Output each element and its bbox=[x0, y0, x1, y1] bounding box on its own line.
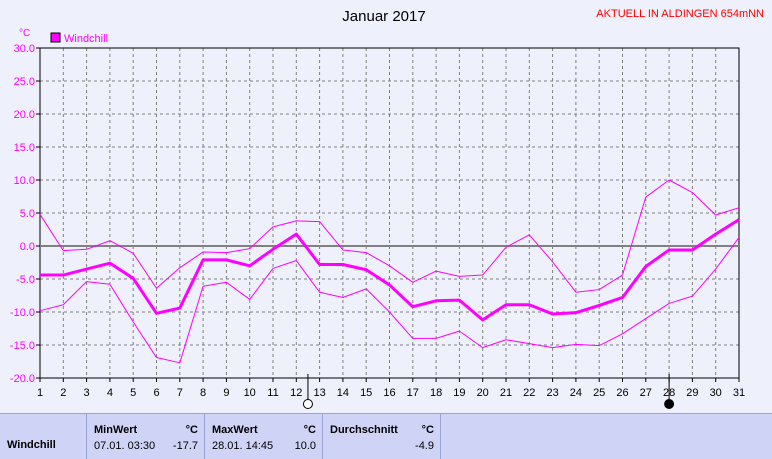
series-line-max bbox=[39, 179, 740, 293]
min-date: 07.01. 03:30 bbox=[94, 440, 156, 452]
x-tick-label: 30 bbox=[710, 387, 722, 399]
avg-cell: Durchschnitt °C -4.9 bbox=[323, 414, 441, 459]
x-tick-label: 29 bbox=[686, 387, 698, 399]
x-tick-label: 2 bbox=[60, 387, 66, 399]
windchill-chart: Januar 2017 AKTUELL IN ALDINGEN 654mNN °… bbox=[10, 8, 764, 409]
x-tick-label: 5 bbox=[130, 387, 136, 399]
y-tick-label: 10.0 bbox=[14, 175, 35, 187]
avg-unit: °C bbox=[421, 424, 434, 436]
x-tick-label: 27 bbox=[640, 387, 652, 399]
max-cell: MaxWert °C 28.01. 14:45 10.0 bbox=[205, 414, 323, 459]
x-tick-label: 18 bbox=[430, 387, 442, 399]
x-tick-label: 24 bbox=[570, 387, 582, 399]
max-unit: °C bbox=[303, 424, 316, 436]
x-tick-label: 7 bbox=[177, 387, 183, 399]
y-tick-label: 25.0 bbox=[14, 76, 35, 88]
y-axis-unit: °C bbox=[19, 28, 30, 39]
station-label: AKTUELL IN ALDINGEN 654mNN bbox=[596, 8, 764, 20]
max-header: MaxWert bbox=[212, 424, 258, 436]
filled-circle-icon bbox=[664, 399, 675, 409]
x-tick-label: 20 bbox=[477, 387, 489, 399]
min-cell: MinWert °C 07.01. 03:30 -17.7 bbox=[87, 414, 205, 459]
y-tick-label: 0.0 bbox=[20, 241, 35, 253]
max-value: 10.0 bbox=[294, 440, 316, 452]
y-tick-label: -20.0 bbox=[10, 373, 35, 385]
chart-title: Januar 2017 bbox=[342, 8, 425, 25]
avg-value: -4.9 bbox=[415, 440, 434, 452]
y-tick-label: 30.0 bbox=[14, 43, 35, 55]
x-tick-label: 3 bbox=[84, 387, 90, 399]
x-tick-label: 19 bbox=[453, 387, 465, 399]
y-tick-label: -10.0 bbox=[10, 307, 35, 319]
stats-row-label: Windchill bbox=[7, 439, 56, 451]
x-tick-label: 21 bbox=[500, 387, 512, 399]
min-unit: °C bbox=[185, 424, 198, 436]
x-tick-label: 14 bbox=[337, 387, 349, 399]
series-line-min bbox=[39, 237, 740, 364]
x-tick-label: 15 bbox=[360, 387, 372, 399]
x-tick-label: 1 bbox=[37, 387, 43, 399]
x-tick-label: 4 bbox=[107, 387, 113, 399]
y-tick-label: -5.0 bbox=[16, 274, 35, 286]
y-tick-label: 20.0 bbox=[14, 109, 35, 121]
x-tick-label: 31 bbox=[733, 387, 745, 399]
x-tick-label: 8 bbox=[200, 387, 206, 399]
min-header: MinWert bbox=[94, 424, 138, 436]
x-tick-label: 26 bbox=[616, 387, 628, 399]
x-tick-label: 13 bbox=[313, 387, 325, 399]
y-tick-label: -15.0 bbox=[10, 340, 35, 352]
min-value: -17.7 bbox=[172, 440, 198, 452]
series-line-avg bbox=[40, 218, 740, 322]
x-tick-label: 9 bbox=[223, 387, 229, 399]
x-tick-label: 11 bbox=[267, 387, 278, 399]
legend-label: Windchill bbox=[64, 33, 108, 45]
x-tick-label: 12 bbox=[290, 387, 302, 399]
max-date: 28.01. 14:45 bbox=[212, 440, 274, 452]
x-tick-label: 17 bbox=[407, 387, 419, 399]
y-tick-label: 5.0 bbox=[20, 208, 35, 220]
x-tick-label: 25 bbox=[593, 387, 605, 399]
x-tick-label: 10 bbox=[244, 387, 256, 399]
x-tick-label: 23 bbox=[546, 387, 558, 399]
y-tick-label: 15.0 bbox=[14, 142, 35, 154]
x-tick-label: 22 bbox=[523, 387, 535, 399]
avg-header: Durchschnitt bbox=[330, 424, 398, 436]
x-tick-label: 6 bbox=[153, 387, 159, 399]
legend-swatch bbox=[50, 32, 61, 43]
stats-panel: Windchill MinWert °C 07.01. 03:30 -17.7 … bbox=[0, 413, 772, 459]
x-tick-label: 16 bbox=[383, 387, 395, 399]
stats-label-cell bbox=[0, 414, 87, 459]
open-circle-icon bbox=[302, 399, 313, 409]
